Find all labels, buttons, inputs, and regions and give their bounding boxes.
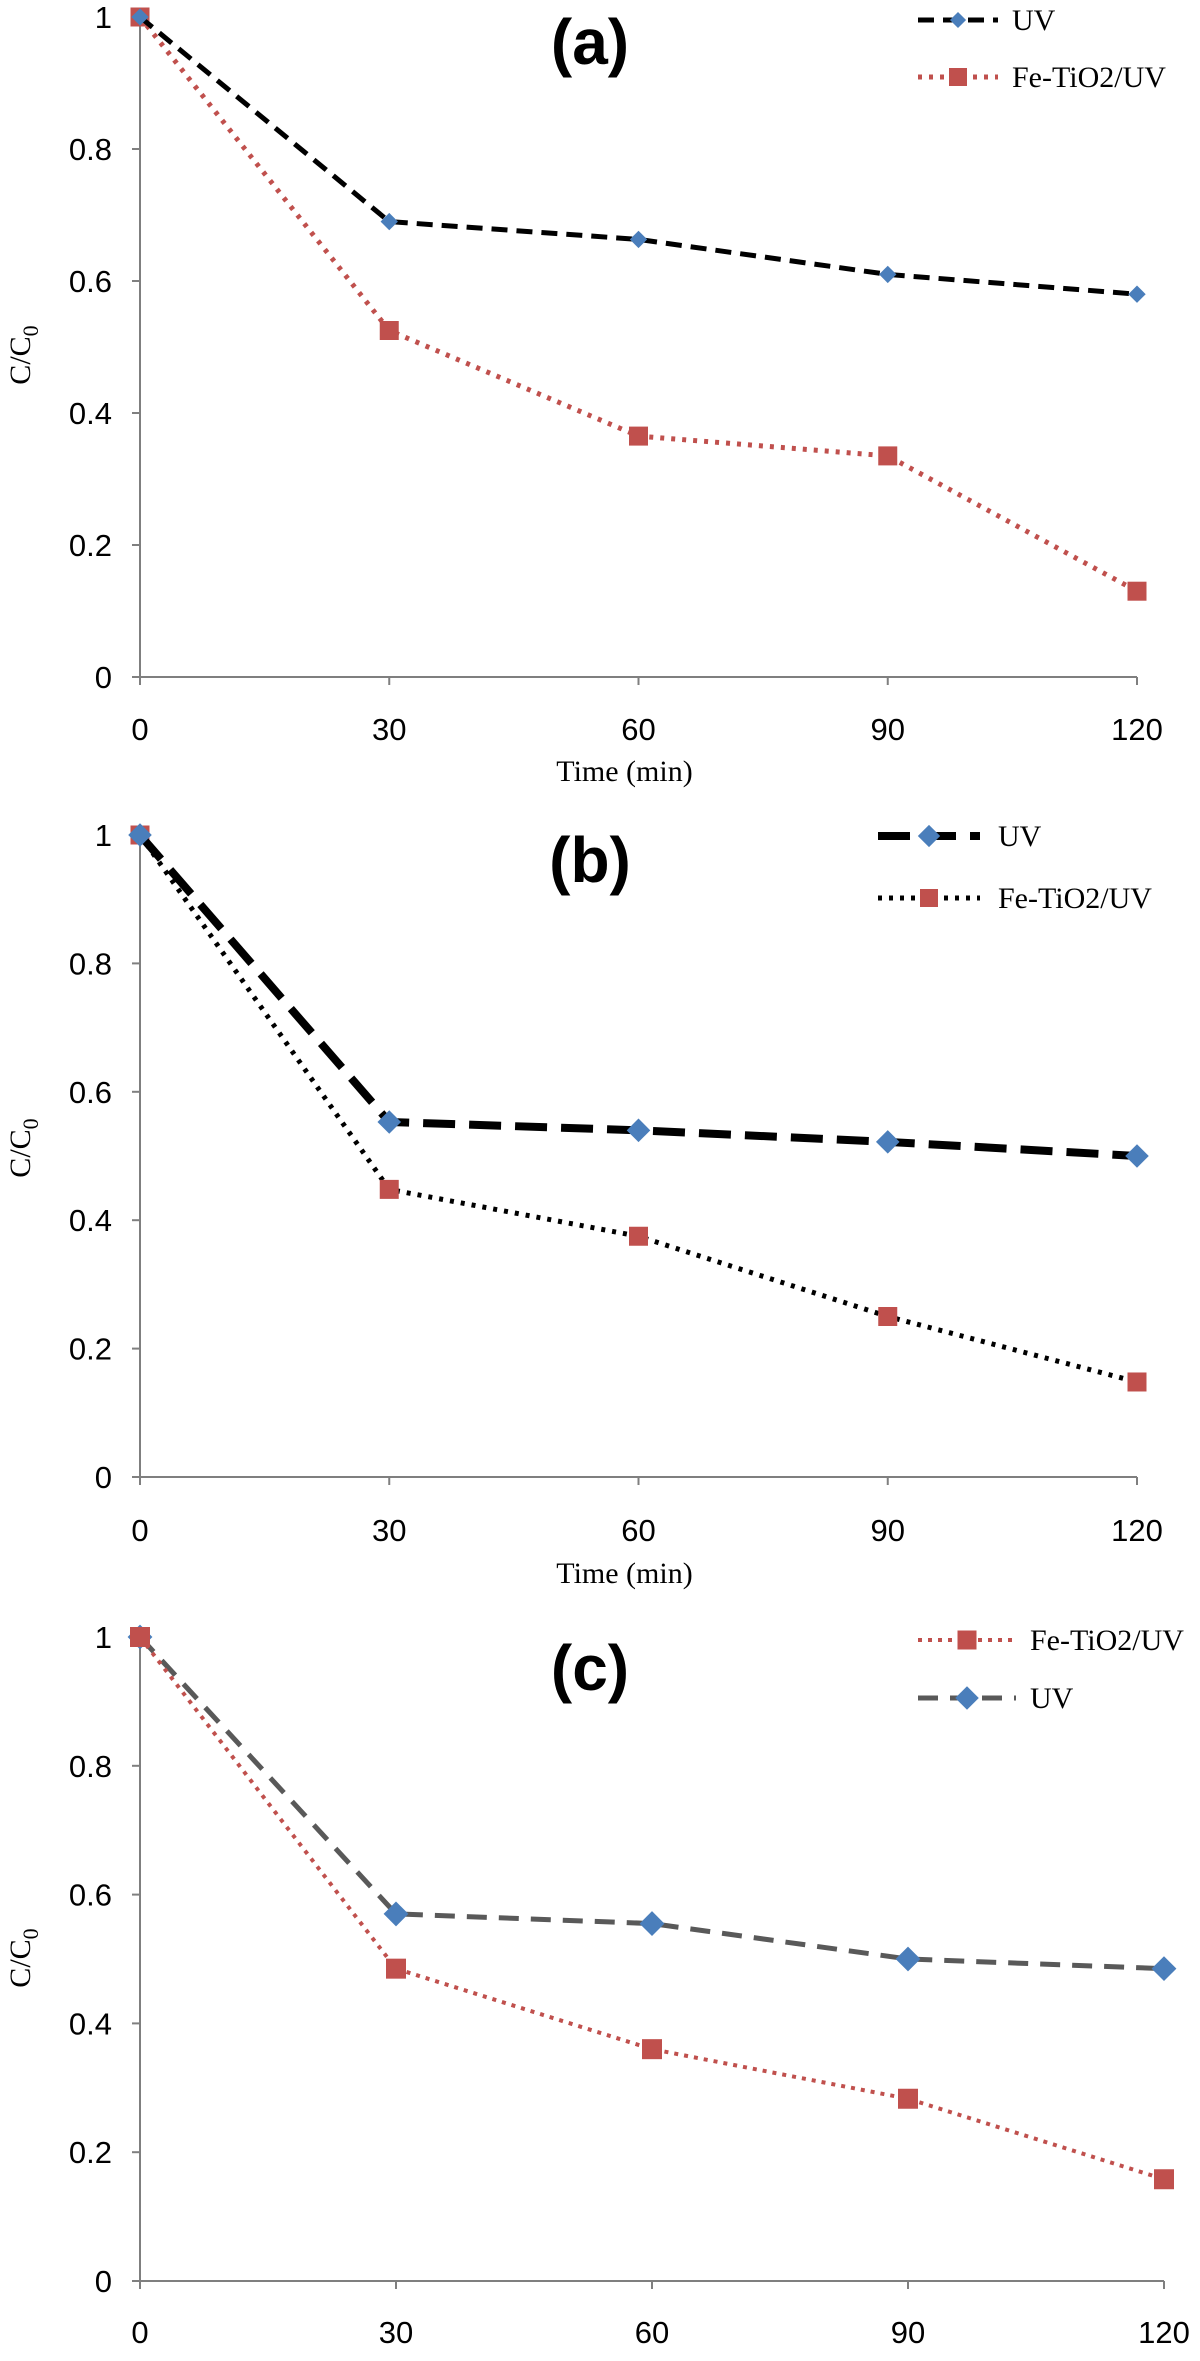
y-tick-label: 0.6	[69, 1878, 112, 1913]
y-axis-title-subscript: 0	[18, 325, 43, 336]
y-axis-title-subscript: 0	[18, 1118, 43, 1129]
y-tick-label: 0.6	[69, 264, 112, 299]
legend-marker	[957, 1630, 977, 1650]
data-point	[386, 1958, 406, 1979]
data-point	[1127, 581, 1147, 601]
series-line	[137, 833, 1138, 1385]
y-axis-title-main: C/C	[4, 1129, 37, 1177]
data-point	[875, 1130, 900, 1154]
data-point	[629, 426, 648, 446]
data-point	[383, 1901, 409, 1927]
panel-label: (c)	[551, 1632, 629, 1704]
x-tick-label: 60	[621, 712, 655, 747]
x-tick-label: 90	[871, 1513, 905, 1548]
data-point	[128, 823, 152, 847]
y-tick-label: 0.8	[69, 946, 112, 981]
data-point	[379, 1179, 399, 1199]
data-point	[626, 1118, 651, 1143]
panel-label: (b)	[549, 824, 631, 896]
series-line	[138, 15, 1139, 594]
y-tick-label: 0.2	[69, 2135, 112, 2170]
series-line	[138, 15, 1138, 297]
data-point	[377, 1110, 402, 1134]
data-point	[642, 2039, 662, 2060]
data-point	[895, 1946, 921, 1972]
y-tick-label: 0.4	[69, 2006, 112, 2041]
data-point	[878, 446, 898, 466]
x-tick-label: 120	[1111, 1513, 1163, 1548]
x-axis-title: Time (min)	[570, 2357, 706, 2361]
y-axis-title: C/C0	[4, 1118, 43, 1177]
panel-label: (a)	[551, 6, 629, 78]
data-point	[878, 1307, 898, 1326]
y-tick-label: 0.2	[69, 1332, 112, 1367]
x-tick-label: 30	[379, 2315, 413, 2350]
series-line	[136, 832, 1138, 1160]
data-point	[1128, 285, 1146, 303]
x-tick-label: 90	[871, 712, 905, 747]
data-point	[879, 265, 897, 284]
x-tick-label: 0	[131, 1513, 148, 1548]
x-axis-title: Time (min)	[556, 755, 692, 788]
y-tick-label: 0.8	[69, 132, 112, 167]
data-point	[639, 1911, 665, 1936]
data-point	[130, 1627, 150, 1647]
legend-label: UV	[1030, 1682, 1074, 1715]
data-point	[898, 2088, 918, 2109]
y-tick-label: 0.6	[69, 1075, 112, 1110]
y-tick-label: 1	[95, 0, 112, 35]
legend-marker	[949, 11, 967, 29]
y-axis-title-main: C/C	[4, 336, 37, 384]
x-tick-label: 30	[372, 1513, 406, 1548]
x-tick-label: 120	[1111, 712, 1163, 747]
x-tick-label: 0	[131, 712, 148, 747]
x-tick-label: 120	[1138, 2315, 1190, 2350]
y-tick-label: 1	[95, 1620, 112, 1655]
y-axis-title-subscript: 0	[18, 1928, 43, 1939]
data-point	[380, 212, 398, 231]
data-point	[1154, 2169, 1174, 2190]
x-tick-label: 90	[891, 2315, 925, 2350]
x-axis-title: Time (min)	[556, 1557, 692, 1590]
data-point	[629, 230, 648, 249]
legend-marker	[920, 889, 938, 907]
legend-marker	[955, 1686, 979, 1710]
data-point	[1151, 1956, 1177, 1982]
x-tick-label: 60	[635, 2315, 669, 2350]
y-axis-title: C/C0	[4, 1928, 43, 1987]
legend-label: UV	[1012, 4, 1056, 37]
legend-label: Fe-TiO2/UV	[1030, 1624, 1184, 1657]
y-tick-label: 0	[95, 660, 112, 695]
legend-label: Fe-TiO2/UV	[1012, 61, 1166, 94]
series-line	[138, 1635, 1165, 2182]
data-point	[131, 8, 149, 26]
legend-marker	[917, 824, 941, 848]
series-line	[138, 1635, 1165, 1972]
y-axis-title: C/C0	[4, 325, 43, 384]
y-tick-label: 1	[95, 818, 112, 853]
y-tick-label: 0	[95, 2264, 112, 2299]
legend-marker	[949, 68, 967, 86]
x-tick-label: 60	[621, 1513, 655, 1548]
x-tick-label: 0	[131, 2315, 148, 2350]
data-point	[1127, 1372, 1147, 1392]
x-tick-label: 30	[372, 712, 406, 747]
y-tick-label: 0.8	[69, 1749, 112, 1784]
y-axis-title-main: C/C	[4, 1939, 37, 1987]
legend-label: Fe-TiO2/UV	[998, 882, 1152, 915]
y-tick-label: 0.4	[69, 396, 112, 431]
y-tick-label: 0.4	[69, 1203, 112, 1238]
y-tick-label: 0	[95, 1460, 112, 1495]
legend-label: UV	[998, 820, 1042, 853]
data-point	[379, 321, 399, 340]
y-tick-label: 0.2	[69, 528, 112, 563]
data-point	[1125, 1144, 1149, 1168]
data-point	[629, 1226, 648, 1246]
